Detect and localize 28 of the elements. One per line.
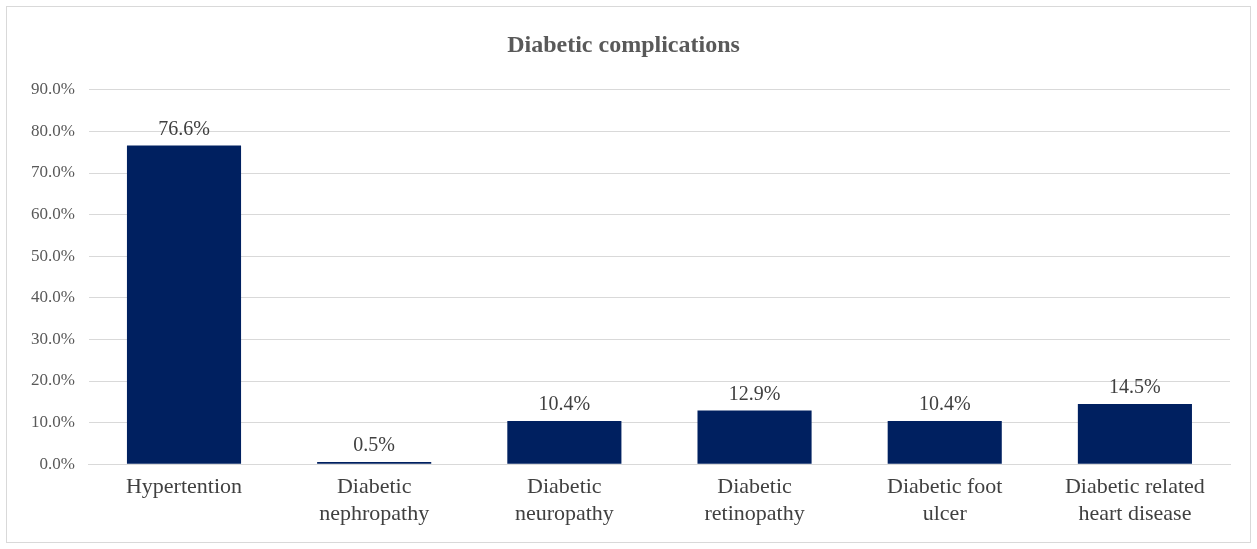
- y-tick-label: 50.0%: [30, 245, 75, 265]
- y-tick-label: 10.0%: [30, 412, 75, 432]
- y-tick-label: 0.0%: [39, 453, 75, 473]
- bar: [507, 420, 622, 464]
- y-tick-label: 30.0%: [30, 328, 75, 348]
- y-tick-label: 80.0%: [30, 120, 75, 140]
- x-tick-label: Diabetic related heart disease: [1064, 473, 1205, 525]
- x-tick-label: Diabetic neuropathy: [514, 473, 614, 525]
- data-label: 14.5%: [1109, 375, 1161, 398]
- x-tick-label: Diabetic retinopathy: [704, 473, 805, 525]
- y-tick-label: 40.0%: [30, 287, 75, 307]
- x-tick-label: Diabetic foot ulcer: [886, 473, 1003, 525]
- bar: [126, 145, 242, 464]
- chart-title: Diabetic complications: [507, 30, 740, 57]
- x-tick-label: Hypertention: [125, 473, 243, 499]
- data-label: 76.6%: [158, 116, 210, 139]
- y-tick-label: 90.0%: [30, 79, 75, 99]
- data-label: 0.5%: [353, 433, 396, 456]
- y-tick-label: 70.0%: [30, 162, 75, 182]
- data-label: 10.4%: [918, 392, 971, 415]
- data-label: 10.4%: [538, 392, 591, 415]
- bar: [1077, 403, 1192, 464]
- data-label: 12.9%: [728, 381, 781, 404]
- y-tick-label: 60.0%: [30, 204, 75, 224]
- bar: [697, 410, 812, 464]
- y-tick-label: 20.0%: [30, 370, 75, 390]
- bar: [887, 420, 1002, 464]
- x-tick-label: Diabetic nephropathy: [319, 473, 430, 525]
